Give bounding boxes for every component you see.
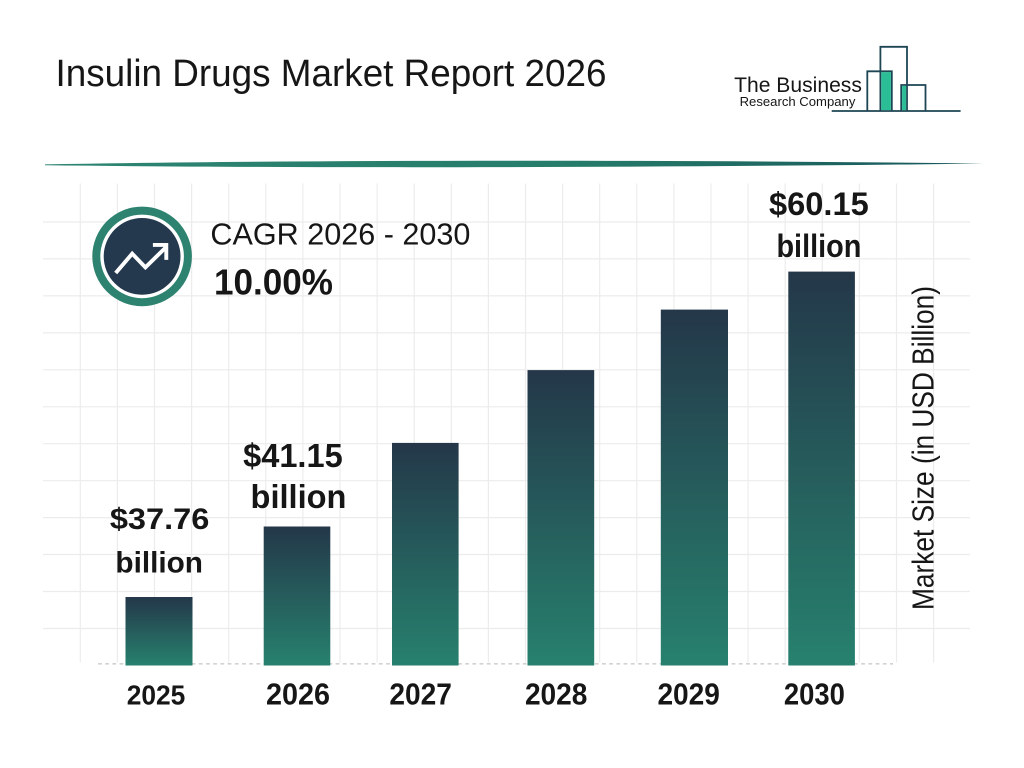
svg-text:10.00%: 10.00% — [214, 261, 333, 302]
svg-text:$41.15: $41.15 — [243, 437, 343, 474]
svg-text:billion: billion — [251, 478, 347, 515]
svg-text:$60.15: $60.15 — [769, 186, 869, 222]
svg-text:2026: 2026 — [266, 678, 330, 712]
svg-text:The Business: The Business — [734, 73, 862, 97]
svg-text:2027: 2027 — [389, 678, 452, 712]
svg-text:Insulin Drugs Market Report 20: Insulin Drugs Market Report 2026 — [56, 53, 607, 95]
svg-text:billion: billion — [776, 228, 861, 264]
svg-text:CAGR 2026 - 2030: CAGR 2026 - 2030 — [210, 218, 470, 252]
svg-text:Research Company: Research Company — [740, 94, 856, 109]
svg-text:2028: 2028 — [525, 678, 588, 712]
svg-text:2030: 2030 — [784, 678, 845, 712]
svg-text:$37.76: $37.76 — [110, 503, 210, 536]
svg-text:2025: 2025 — [127, 680, 186, 711]
svg-text:2029: 2029 — [657, 678, 720, 712]
svg-text:Market Size (in USD Billion): Market Size (in USD Billion) — [907, 286, 941, 610]
svg-text:billion: billion — [115, 546, 203, 579]
